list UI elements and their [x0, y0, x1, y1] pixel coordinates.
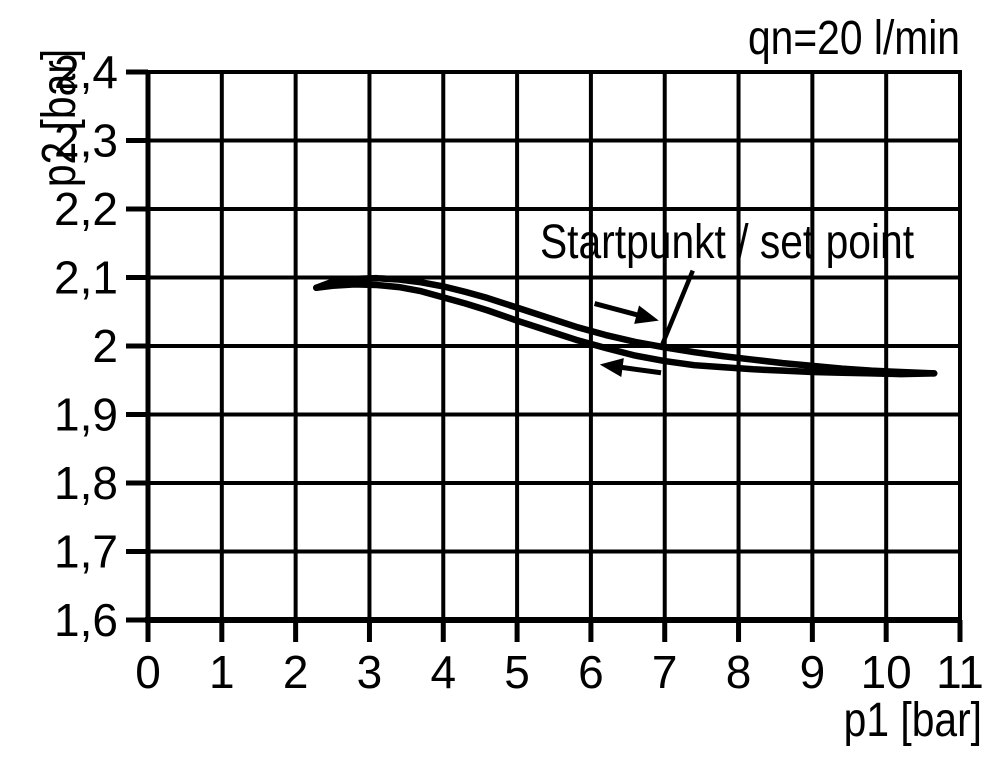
flow-rate-label: qn=20 l/min — [748, 12, 960, 65]
y-axis-tick-labels: 2,4 2,3 2,2 2,1 2 1,9 1,8 1,7 1,6 — [54, 46, 118, 646]
x-tick-label: 2 — [283, 646, 309, 698]
x-tick-label: 4 — [430, 646, 456, 698]
x-tick-label: 8 — [726, 646, 752, 698]
x-axis-tick-labels: 0 1 2 3 4 5 6 7 8 9 10 11 — [135, 646, 984, 698]
y-tick-label: 2,2 — [54, 183, 118, 235]
hysteresis-curves — [313, 274, 938, 378]
curve — [313, 281, 938, 378]
x-axis-title: p1 [bar] — [844, 694, 982, 747]
x-tick-label: 11 — [936, 646, 984, 698]
direction-arrow-head — [634, 305, 659, 324]
y-tick-label: 2,4 — [54, 46, 118, 98]
annotation-shapes — [593, 269, 695, 377]
y-tick-label: 1,7 — [54, 526, 118, 578]
tick-marks — [126, 69, 963, 642]
x-tick-label: 9 — [800, 646, 826, 698]
y-axis-title: p2 [bar] — [33, 49, 86, 187]
y-tick-label: 2,1 — [54, 252, 118, 304]
direction-arrow-shaft — [593, 301, 640, 318]
x-tick-label: 5 — [504, 646, 530, 698]
x-tick-label: 3 — [357, 646, 383, 698]
grid-lines — [146, 70, 962, 622]
y-tick-label: 1,6 — [54, 594, 118, 646]
set-point-label: Startpunkt / set point — [540, 216, 915, 269]
x-tick-label: 1 — [209, 646, 235, 698]
x-tick-label: 10 — [861, 646, 912, 698]
y-tick-label: 1,8 — [54, 457, 118, 509]
y-tick-label: 1,9 — [54, 389, 118, 441]
x-tick-label: 0 — [135, 646, 161, 698]
curve — [313, 274, 938, 377]
direction-arrow-head — [599, 358, 624, 377]
x-tick-label: 6 — [578, 646, 604, 698]
y-tick-label: 2,3 — [54, 115, 118, 167]
y-tick-label: 2 — [92, 320, 118, 372]
x-tick-label: 7 — [652, 646, 678, 698]
direction-arrow-shaft — [620, 364, 662, 376]
set-point-leader-line — [660, 269, 695, 345]
